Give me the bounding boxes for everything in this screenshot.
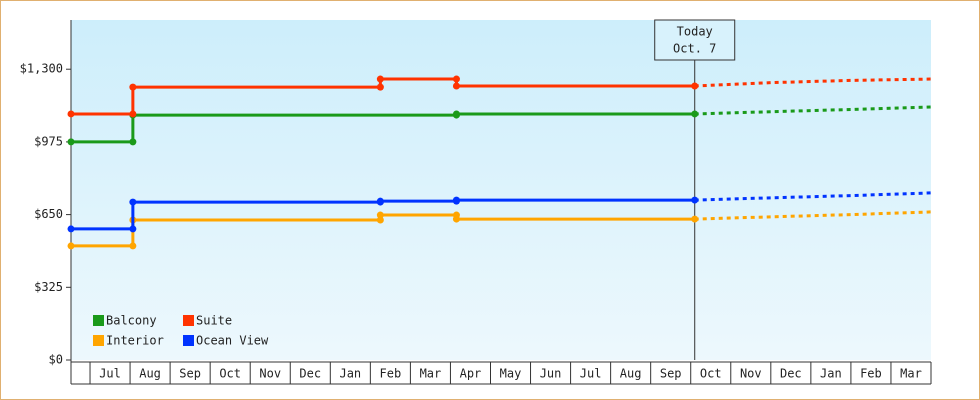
x-tick-label: May: [500, 367, 522, 381]
point: [376, 216, 384, 224]
point: [376, 211, 384, 219]
x-tick-label: Nov: [740, 367, 762, 381]
legend-swatch: [93, 315, 104, 326]
legend-label: Balcony: [106, 314, 157, 328]
x-tick-label: Dec: [780, 367, 802, 381]
today-label: Today: [677, 25, 713, 39]
y-tick-label: $975: [34, 134, 63, 148]
point: [452, 215, 460, 223]
step-line: [71, 112, 695, 144]
legend-swatch: [93, 335, 104, 346]
point: [129, 225, 137, 233]
point: [452, 196, 460, 204]
x-tick-label: Feb: [380, 367, 402, 381]
today-label: Oct. 7: [673, 42, 716, 56]
y-tick-label: $325: [34, 280, 63, 294]
x-tick-label: Oct: [219, 367, 241, 381]
point: [452, 75, 460, 83]
legend-swatch: [183, 335, 194, 346]
x-tick-label: Jan: [820, 367, 842, 381]
y-tick-label: $1,300: [20, 62, 63, 76]
point: [376, 75, 384, 83]
x-tick-label: Mar: [900, 367, 922, 381]
x-tick-label: Aug: [620, 367, 642, 381]
point: [452, 82, 460, 90]
point: [376, 83, 384, 91]
x-tick-label: Nov: [259, 367, 281, 381]
plot-area: [71, 20, 931, 360]
x-tick-label: Sep: [179, 367, 201, 381]
legend-swatch: [183, 315, 194, 326]
x-tick-label: Apr: [460, 367, 482, 381]
x-tick-label: Dec: [299, 367, 321, 381]
legend-label: Suite: [196, 314, 232, 328]
point: [67, 110, 75, 118]
point: [67, 138, 75, 146]
point: [129, 138, 137, 146]
today-box: [654, 19, 736, 61]
x-tick-label: Jun: [540, 367, 562, 381]
x-tick-label: Mar: [420, 367, 442, 381]
point: [691, 110, 699, 118]
y-tick-label: $650: [34, 207, 63, 221]
x-tick-label: Jul: [580, 367, 602, 381]
point: [691, 82, 699, 90]
point: [129, 242, 137, 250]
x-tick-label: Feb: [860, 367, 882, 381]
y-tick-label: $0: [49, 353, 63, 367]
point: [67, 242, 75, 250]
point: [376, 197, 384, 205]
legend-label: Ocean View: [196, 334, 269, 348]
point: [691, 215, 699, 223]
point: [129, 198, 137, 206]
point: [691, 196, 699, 204]
point: [129, 83, 137, 91]
legend-label: Interior: [106, 334, 164, 348]
x-tick-label: Jul: [99, 367, 121, 381]
point: [452, 110, 460, 118]
point: [129, 110, 137, 118]
point: [67, 225, 75, 233]
x-tick-label: Aug: [139, 367, 161, 381]
x-tick-label: Oct: [700, 367, 722, 381]
x-tick-label: Jan: [339, 367, 361, 381]
x-tick-label: Sep: [660, 367, 682, 381]
